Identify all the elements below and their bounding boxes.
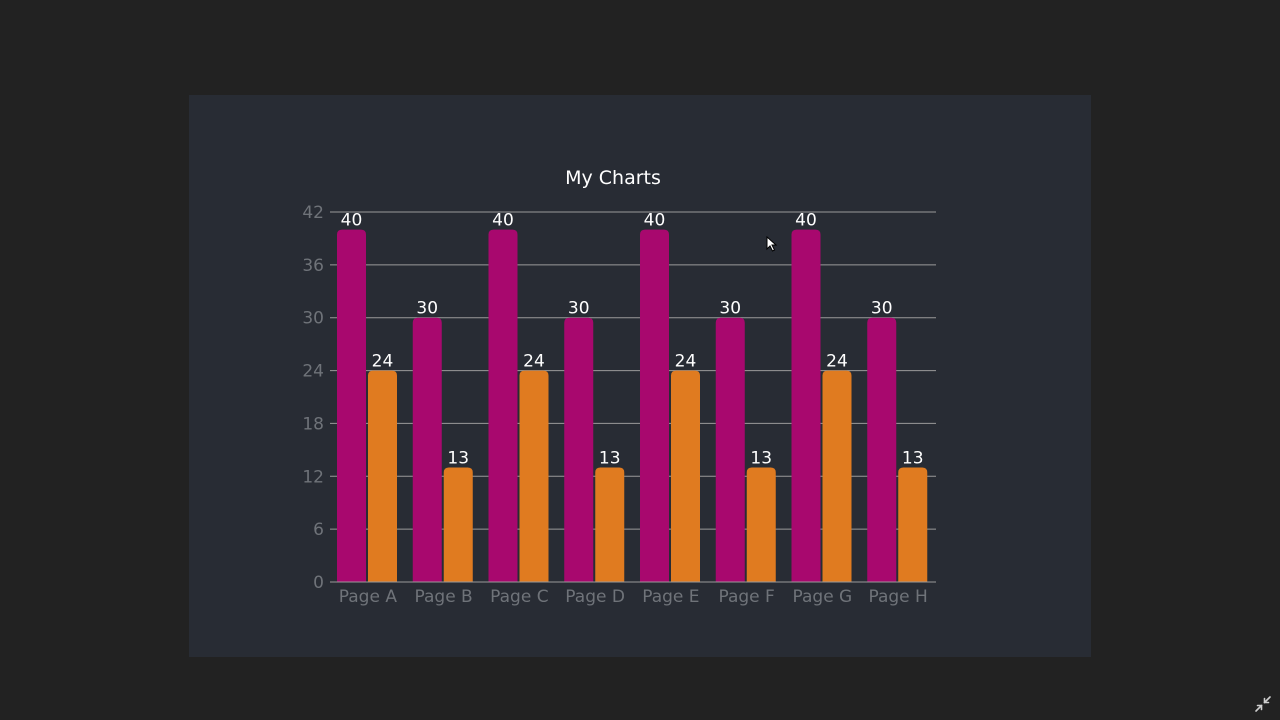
data-label: 13 bbox=[447, 448, 469, 468]
data-label: 24 bbox=[523, 352, 545, 372]
bar bbox=[368, 370, 397, 582]
x-tick-label: Page H bbox=[868, 587, 927, 607]
bar bbox=[640, 229, 669, 582]
x-tick-label: Page E bbox=[642, 587, 699, 607]
data-label: 30 bbox=[568, 299, 590, 319]
y-axis: 0 6 12 18 24 30 36 42 bbox=[302, 203, 324, 593]
y-tick-label: 6 bbox=[313, 520, 324, 540]
bar-chart: My Charts 40 24 30 13 40 24 30 13 40 24 30 13 40 24 30… bbox=[302, 167, 936, 607]
bar bbox=[746, 467, 776, 582]
x-tick-label: Page G bbox=[793, 587, 853, 607]
bar bbox=[519, 370, 549, 582]
y-tick-label: 24 bbox=[302, 362, 324, 382]
bar bbox=[595, 467, 625, 582]
data-label: 40 bbox=[644, 211, 666, 231]
data-labels: 40 24 30 13 40 24 30 13 40 24 30 13 40 24 30 13 bbox=[341, 211, 924, 469]
chart-title: My Charts bbox=[565, 167, 661, 189]
bar bbox=[564, 317, 594, 582]
y-tick-label: 36 bbox=[302, 256, 324, 276]
bar bbox=[412, 317, 442, 582]
data-label: 13 bbox=[599, 448, 621, 468]
data-label: 24 bbox=[372, 352, 394, 372]
bar bbox=[488, 229, 518, 582]
chart-panel: My Charts 40 24 30 13 40 24 30 13 40 24 30 13 40 24 30… bbox=[189, 95, 1091, 657]
bar bbox=[898, 467, 928, 582]
exit-fullscreen-icon[interactable] bbox=[1254, 695, 1272, 713]
y-tick-label: 0 bbox=[313, 573, 324, 593]
x-axis: Page A Page B Page C Page D Page E Page F Page… bbox=[330, 581, 936, 607]
bar bbox=[715, 317, 745, 582]
bar bbox=[443, 467, 473, 582]
data-label: 24 bbox=[675, 352, 697, 372]
data-label: 24 bbox=[826, 352, 848, 372]
x-tick-label: Page D bbox=[565, 587, 625, 607]
y-tick-label: 18 bbox=[302, 414, 324, 434]
bar bbox=[822, 370, 852, 582]
data-label: 40 bbox=[795, 211, 817, 231]
x-tick-label: Page F bbox=[718, 587, 774, 607]
x-tick-label: Page B bbox=[415, 587, 473, 607]
y-tick-label: 12 bbox=[302, 467, 324, 487]
bar bbox=[671, 370, 700, 582]
bar bbox=[791, 229, 821, 582]
data-label: 13 bbox=[750, 448, 772, 468]
y-tick-label: 42 bbox=[302, 203, 324, 223]
x-tick-label: Page C bbox=[490, 587, 548, 607]
bar bbox=[337, 229, 366, 582]
data-label: 30 bbox=[416, 299, 438, 319]
mouse-pointer-icon bbox=[766, 236, 778, 252]
data-label: 13 bbox=[902, 448, 924, 468]
data-label: 30 bbox=[871, 299, 893, 319]
data-label: 40 bbox=[492, 211, 514, 231]
bars bbox=[337, 229, 928, 582]
data-label: 40 bbox=[341, 211, 363, 231]
data-label: 30 bbox=[719, 299, 741, 319]
bar bbox=[867, 317, 897, 582]
x-tick-label: Page A bbox=[339, 587, 398, 607]
y-tick-label: 30 bbox=[302, 309, 324, 329]
